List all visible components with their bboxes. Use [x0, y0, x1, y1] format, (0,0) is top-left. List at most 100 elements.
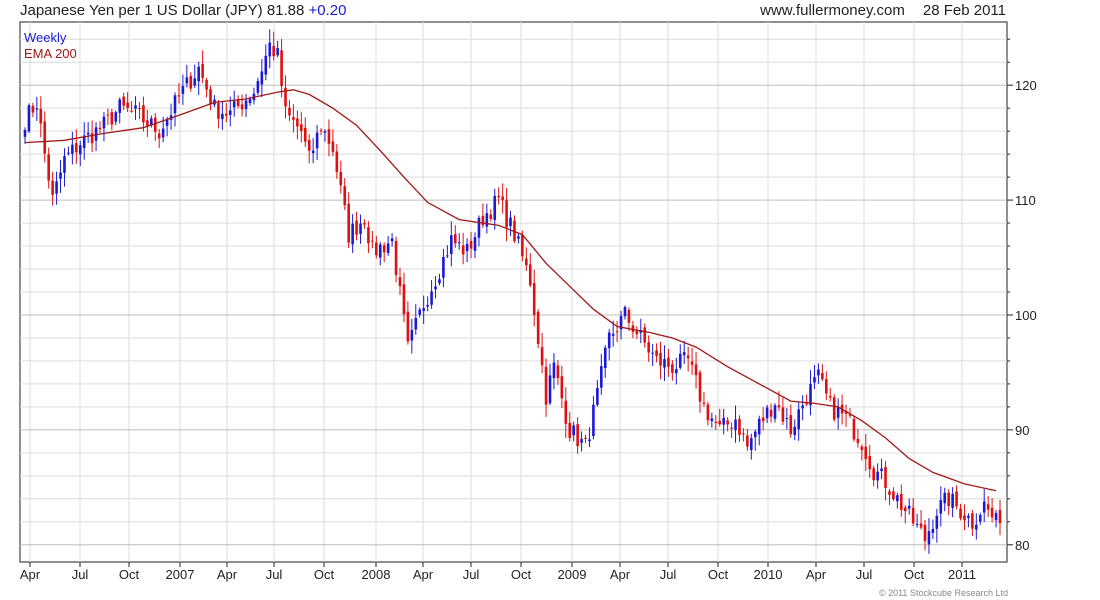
candle-body: [532, 283, 536, 315]
candle-body: [347, 203, 350, 243]
candle-body: [386, 243, 390, 253]
candle-body: [615, 331, 619, 333]
candle-body: [236, 99, 240, 106]
candle-body: [75, 143, 78, 153]
candle-body: [193, 78, 197, 86]
x-tick-label: Apr: [610, 567, 631, 582]
candle-body: [473, 237, 477, 251]
candle-body: [955, 491, 958, 507]
candle-body: [903, 507, 907, 512]
candle-body: [493, 195, 497, 220]
candle-body: [777, 405, 781, 408]
candle-body: [528, 264, 532, 286]
candle-body: [315, 132, 319, 149]
candle-body: [280, 50, 283, 87]
candle-body: [375, 242, 378, 256]
candle-body: [390, 238, 394, 242]
candle-body: [165, 119, 169, 126]
candle-body: [915, 523, 919, 525]
candle-body: [860, 446, 864, 451]
candle-body: [122, 96, 125, 106]
candle-body: [256, 81, 260, 93]
candle-body: [402, 284, 406, 315]
candle-body: [130, 110, 133, 112]
candle-body: [536, 311, 540, 344]
candle-body: [568, 422, 572, 438]
candle-body: [134, 105, 137, 109]
candle-body: [686, 355, 690, 359]
candle-body: [734, 419, 737, 430]
candle-body: [31, 105, 35, 113]
candle-body: [525, 258, 528, 266]
chart-legend: Weekly EMA 200: [24, 30, 77, 62]
candle-body: [757, 418, 761, 435]
candle-body: [446, 255, 449, 257]
candle-body: [418, 309, 422, 315]
candle-body: [272, 45, 275, 57]
candle-body: [746, 435, 749, 447]
candle-body: [611, 333, 615, 336]
x-tick-label: Oct: [904, 567, 925, 582]
candle-body: [880, 468, 883, 472]
candle-body: [98, 127, 102, 129]
y-tick-label: 80: [1015, 538, 1029, 553]
candle-body: [371, 240, 374, 242]
candle-body: [327, 129, 331, 144]
candle-body: [706, 404, 710, 421]
candle-body: [461, 245, 465, 255]
candle-body: [540, 347, 544, 366]
candle-body: [142, 105, 145, 123]
candle-body: [276, 48, 279, 56]
candle-body: [698, 372, 702, 402]
candle-body: [939, 500, 943, 514]
candle-body: [623, 307, 627, 317]
candle-body: [138, 107, 141, 109]
candle-body: [228, 110, 232, 115]
candle-body: [430, 291, 433, 305]
candle-body: [382, 245, 386, 253]
candle-body: [363, 223, 366, 225]
ema-200-line: [24, 89, 997, 492]
candle-body: [769, 409, 773, 417]
candle-body: [339, 171, 343, 186]
candle-body: [947, 492, 950, 506]
candle-body: [63, 156, 66, 173]
candle-body: [552, 362, 556, 379]
x-tick-label: 2011: [948, 567, 976, 582]
candle-body: [319, 130, 323, 132]
x-tick-label: Jul: [463, 567, 480, 582]
candle-body: [821, 372, 824, 380]
x-tick-label: 2010: [754, 567, 783, 582]
candle-body: [797, 409, 800, 430]
candle-body: [876, 471, 879, 481]
candle-body: [647, 342, 650, 353]
x-tick-label: Apr: [413, 567, 434, 582]
candle-body: [753, 431, 757, 438]
candle-body: [126, 102, 129, 109]
candle-body: [750, 438, 753, 451]
candle-body: [501, 196, 504, 200]
candle-body: [959, 508, 962, 519]
candle-body: [596, 387, 599, 405]
candle-body: [343, 186, 347, 206]
candle-body: [323, 131, 327, 133]
candle-body: [801, 405, 804, 409]
candle-body: [817, 369, 820, 376]
x-tick-label: Oct: [119, 567, 140, 582]
candle-body: [457, 242, 461, 244]
candle-body: [927, 531, 931, 545]
candle-body: [702, 402, 706, 404]
candle-body: [59, 172, 62, 179]
candle-body: [509, 217, 512, 227]
candle-body: [919, 523, 923, 528]
candle-body: [181, 86, 185, 94]
candle-body: [240, 104, 244, 110]
candle-body: [718, 420, 722, 425]
candle-body: [655, 350, 658, 357]
candle-body: [793, 426, 797, 435]
candle-body: [185, 77, 189, 84]
source-link[interactable]: www.fullermoney.com: [760, 2, 905, 19]
candle-body: [848, 414, 852, 416]
candle-body: [888, 491, 891, 495]
